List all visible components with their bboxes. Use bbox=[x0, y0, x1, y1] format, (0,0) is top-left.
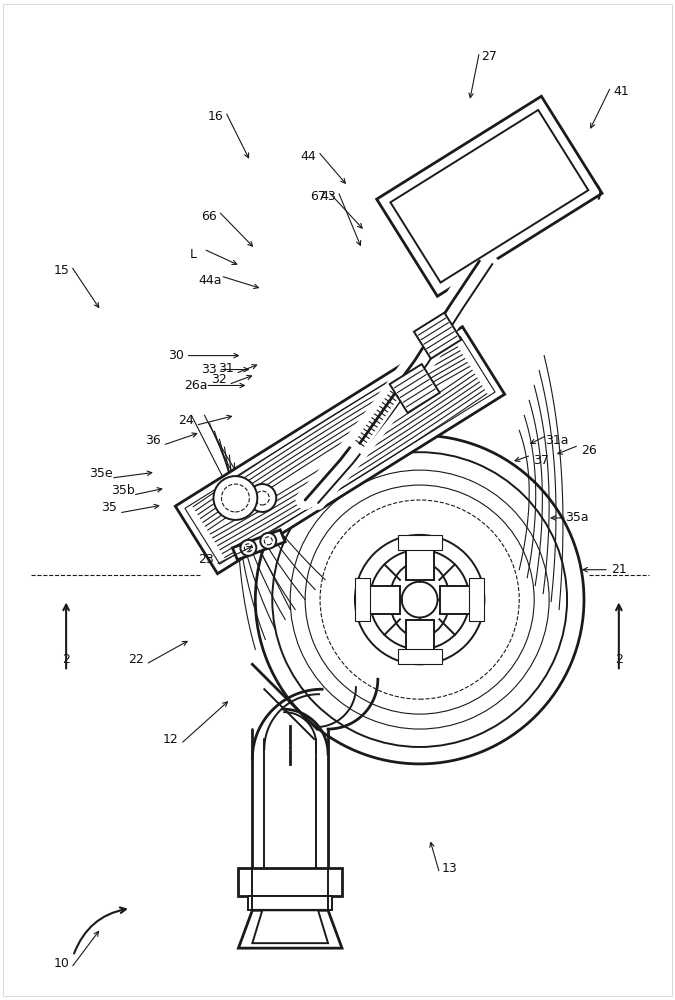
Text: 43: 43 bbox=[320, 190, 336, 203]
FancyBboxPatch shape bbox=[3, 4, 672, 996]
Text: 66: 66 bbox=[200, 210, 217, 223]
Text: 31a: 31a bbox=[545, 434, 569, 447]
Text: 44a: 44a bbox=[198, 274, 222, 287]
Text: 27: 27 bbox=[481, 50, 497, 63]
Text: 32: 32 bbox=[211, 373, 226, 386]
Text: 13: 13 bbox=[441, 862, 458, 875]
Text: 26a: 26a bbox=[184, 379, 207, 392]
Circle shape bbox=[261, 533, 276, 549]
Circle shape bbox=[225, 484, 252, 512]
Polygon shape bbox=[248, 896, 332, 910]
Polygon shape bbox=[469, 578, 485, 621]
Text: 2: 2 bbox=[615, 653, 623, 666]
Text: 35: 35 bbox=[101, 501, 117, 514]
Text: 15: 15 bbox=[53, 264, 69, 277]
Polygon shape bbox=[238, 868, 342, 896]
Polygon shape bbox=[185, 336, 495, 564]
Polygon shape bbox=[355, 578, 370, 621]
Polygon shape bbox=[176, 327, 505, 574]
Text: 41: 41 bbox=[613, 85, 628, 98]
Text: 31: 31 bbox=[217, 362, 234, 375]
Text: 12: 12 bbox=[163, 733, 179, 746]
Polygon shape bbox=[406, 538, 433, 580]
Text: L: L bbox=[190, 248, 197, 261]
Circle shape bbox=[265, 537, 272, 545]
Text: 23: 23 bbox=[198, 553, 213, 566]
Polygon shape bbox=[398, 649, 441, 664]
Circle shape bbox=[244, 544, 252, 552]
Polygon shape bbox=[390, 110, 589, 283]
Polygon shape bbox=[377, 96, 602, 296]
Text: 21: 21 bbox=[611, 563, 626, 576]
Circle shape bbox=[213, 476, 257, 520]
Text: 35e: 35e bbox=[89, 467, 113, 480]
Polygon shape bbox=[252, 910, 328, 943]
Text: 24: 24 bbox=[178, 414, 194, 427]
Polygon shape bbox=[439, 586, 481, 614]
Text: 36: 36 bbox=[145, 434, 161, 447]
Text: 37: 37 bbox=[533, 454, 549, 467]
Text: 33: 33 bbox=[200, 363, 217, 376]
Polygon shape bbox=[358, 586, 400, 614]
Circle shape bbox=[255, 491, 269, 505]
Text: 67: 67 bbox=[310, 190, 326, 203]
Circle shape bbox=[221, 484, 249, 512]
Text: 30: 30 bbox=[167, 349, 184, 362]
Text: 35b: 35b bbox=[111, 484, 135, 497]
Text: 16: 16 bbox=[208, 110, 223, 123]
Polygon shape bbox=[238, 910, 342, 948]
Text: 35a: 35a bbox=[565, 511, 589, 524]
Polygon shape bbox=[398, 535, 441, 550]
Polygon shape bbox=[406, 620, 433, 661]
Text: 2: 2 bbox=[62, 653, 70, 666]
Polygon shape bbox=[232, 530, 286, 560]
Text: 10: 10 bbox=[53, 957, 69, 970]
Text: 44: 44 bbox=[300, 150, 316, 163]
Circle shape bbox=[240, 540, 256, 556]
Polygon shape bbox=[389, 364, 439, 413]
Polygon shape bbox=[414, 313, 461, 359]
Text: 26: 26 bbox=[581, 444, 597, 457]
Text: 22: 22 bbox=[128, 653, 144, 666]
Circle shape bbox=[232, 491, 246, 505]
Circle shape bbox=[248, 484, 276, 512]
